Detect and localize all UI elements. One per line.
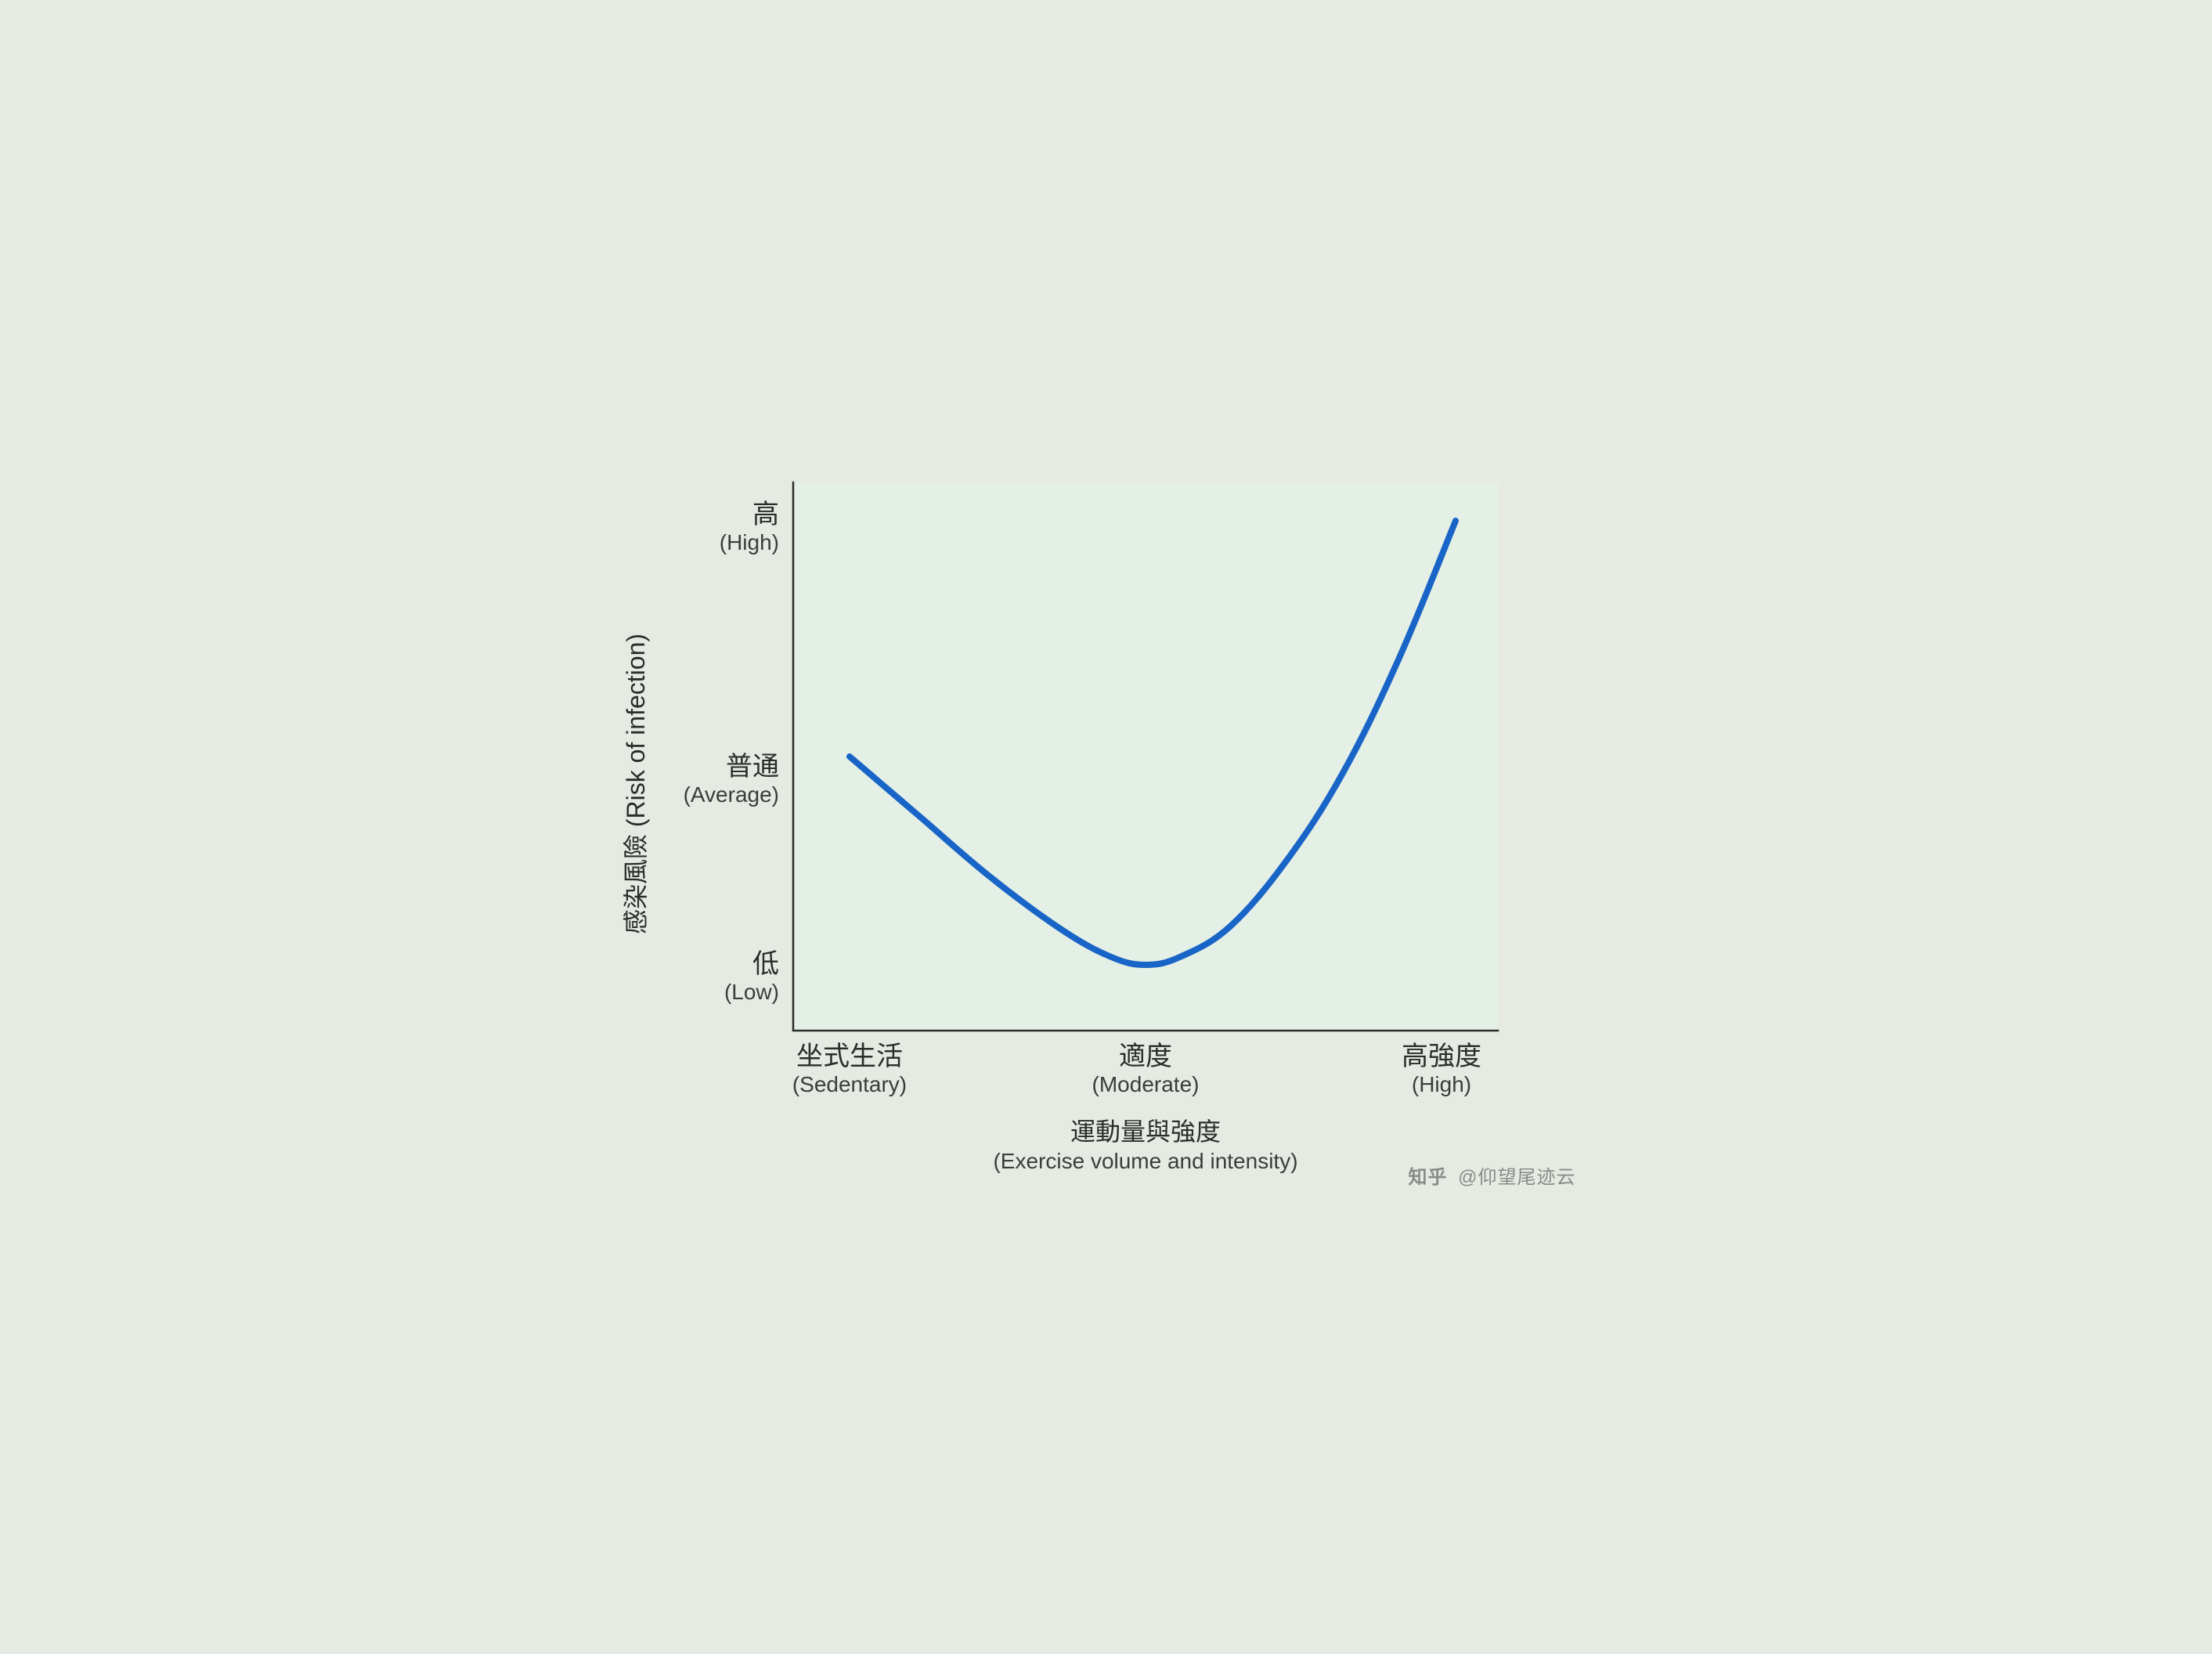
x-tick-label-cn: 坐式生活 [796,1042,903,1071]
x-axis-title-cn: 運動量與強度 [1070,1118,1220,1146]
x-tick-label-cn: 適度 [1119,1042,1172,1071]
y-tick-label-en: (High) [719,530,778,554]
x-tick-label-en: (High) [1411,1072,1470,1096]
y-tick-label-en: (Low) [724,980,778,1004]
y-tick-label-en: (Average) [683,782,778,807]
plot-area [793,482,1498,1031]
x-tick-label-en: (Sedentary) [792,1072,906,1096]
y-axis-title: 感染風險 (Risk of infection) [622,634,650,934]
j-curve-chart: 高(High)普通(Average)低(Low)坐式生活(Sedentary)適… [613,451,1600,1203]
y-tick-label-cn: 低 [752,949,779,979]
y-tick-label-cn: 高 [752,500,779,529]
x-axis-title-en: (Exercise volume and intensity) [993,1149,1297,1173]
x-tick-label-cn: 高強度 [1402,1042,1481,1071]
x-tick-label-en: (Moderate) [1092,1072,1199,1096]
y-tick-label-cn: 普通 [726,752,779,782]
